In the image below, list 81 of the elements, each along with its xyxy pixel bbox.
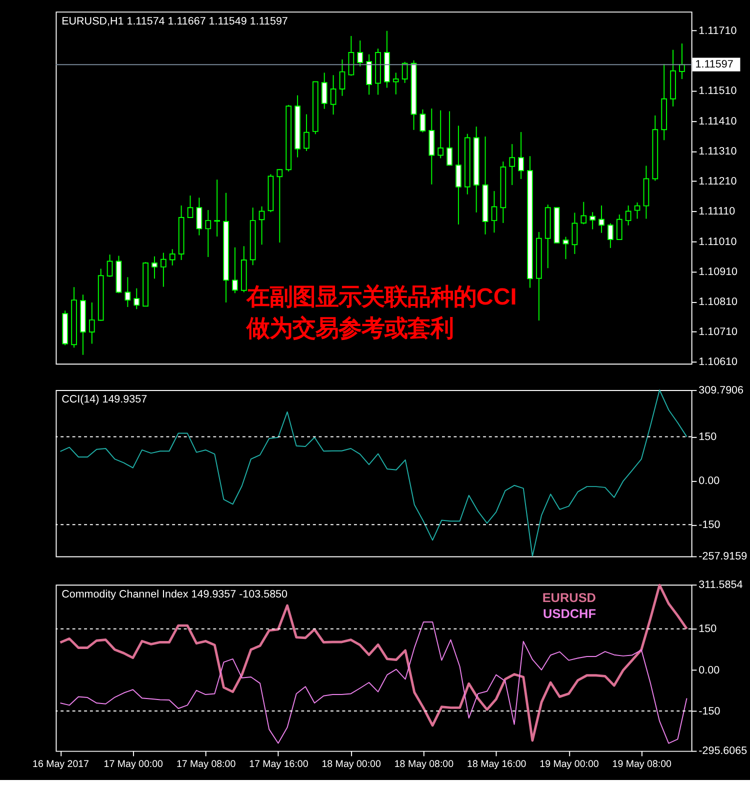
y-tick-label: 0.00 [698,475,720,488]
y-tick-label: 1.11010 [698,236,737,248]
y-tick-label: -295.6065 [698,745,748,758]
y-tick-label: 1.11210 [698,176,737,188]
candlestick [456,125,462,225]
y-tick-label: 309.7906 [698,384,744,396]
candlestick [232,246,238,294]
candlestick [339,58,346,96]
candlestick [196,197,202,236]
y-tick-label: 1.10810 [698,296,738,308]
candlestick [321,72,328,110]
candlestick [169,248,176,266]
candlestick [420,108,426,133]
candlestick [572,212,578,254]
annotation: 在副图显示关联品种的CCI [245,284,517,310]
candlestick [152,256,158,280]
candlestick [134,288,140,310]
x-tick-label: 17 May 00:00 [104,758,164,770]
y-tick-label: 1.10910 [698,266,738,278]
candlestick [634,202,640,220]
ref-line-label: 1.11597 [695,58,734,71]
y-tick-label: 1.11410 [698,115,737,128]
candlestick [304,114,310,152]
y-tick-label: -150 [698,519,720,532]
candlestick [616,214,622,240]
y-tick-label: 150 [698,623,717,636]
candlestick [258,206,265,246]
candlestick [160,252,166,288]
text: USDCHF [543,606,596,621]
annotation: 做为交易参考或套利 [245,315,454,342]
chart-title: CCI(14) 149.9357 [62,394,148,406]
x-tick-label: 19 May 08:00 [612,758,672,770]
candlestick [590,212,596,230]
x-tick-label: 18 May 08:00 [394,758,454,770]
candlestick [330,74,336,116]
x-tick-label: 16 May 2017 [32,758,89,770]
candlestick [392,72,399,95]
y-tick-label: 1.11110 [698,206,736,218]
candlestick [580,201,587,225]
candlestick [518,132,524,180]
line-series [60,390,688,557]
candlestick [124,276,131,308]
chart-title: Commodity Channel Index 149.9357 -103.5850 [62,588,288,600]
candlestick [366,54,372,96]
candlestick [214,179,220,238]
candlestick [357,40,364,67]
line-series [60,621,688,744]
candlestick [88,302,95,344]
candlestick [608,222,614,248]
x-tick-label: 17 May 08:00 [176,758,236,770]
candlestick [562,236,569,260]
y-tick-label: 1.10710 [698,326,738,338]
x-tick-label: 17 May 16:00 [249,758,309,770]
y-tick-label: -257.9159 [698,550,748,563]
chart-title: EURUSD,H1 1.11574 1.11667 1.11549 1.11597 [62,15,288,28]
y-tick-label: 1.10610 [698,356,738,368]
candlestick [402,61,408,84]
candlestick [679,43,685,80]
candlestick [598,205,604,234]
y-tick-label: 311.5854 [698,579,743,592]
candlestick [509,144,516,186]
y-tick-label: 150 [698,431,717,444]
candlestick [446,110,452,166]
x-tick-label: 18 May 16:00 [467,758,527,770]
y-tick-label: 1.11310 [698,145,737,158]
candlestick [187,195,194,218]
x-tick-label: 19 May 00:00 [540,758,600,770]
candlestick [491,190,498,234]
candlestick [625,205,632,226]
candlestick [205,210,212,258]
x-tick-label: 18 May 00:00 [322,758,382,770]
candlestick [106,254,113,278]
y-tick-label: 0.00 [698,664,720,676]
y-tick-label: 1.11510 [698,85,737,98]
line-series [59,584,688,742]
candlestick [438,110,444,159]
candlestick [276,168,283,244]
text: EURUSD [542,590,596,606]
candlestick [348,35,354,76]
y-tick-label: -150 [698,705,720,718]
y-tick-label: 1.11710 [698,24,737,37]
